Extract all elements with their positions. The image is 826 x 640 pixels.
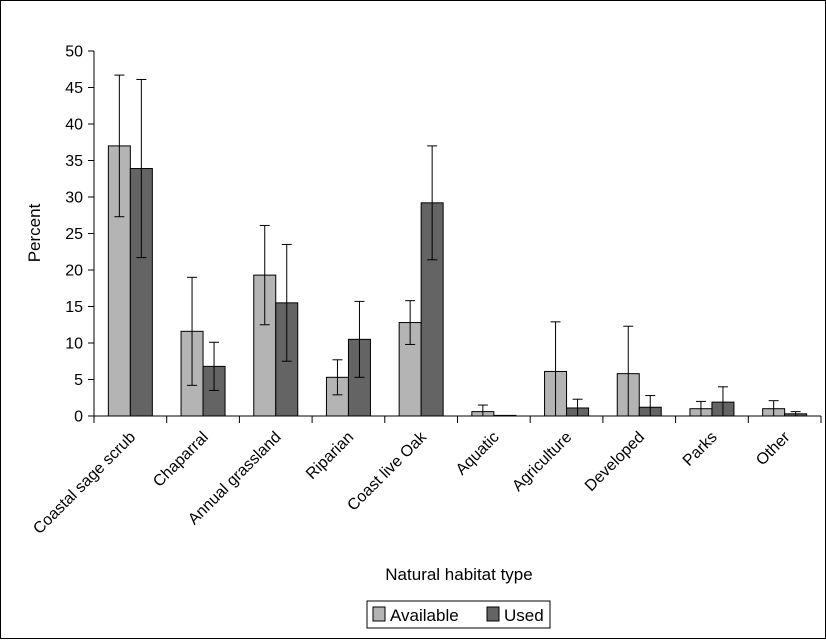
y-axis-title: Percent (25, 203, 44, 262)
x-tick-label: Chaparral (150, 429, 212, 491)
legend-label-used: Used (504, 606, 544, 625)
legend: Available Used (366, 600, 551, 629)
x-tick-label: Other (753, 428, 794, 469)
error-bar (354, 300, 365, 378)
error-bar (187, 276, 198, 386)
error-bars (114, 74, 801, 417)
error-bar (332, 359, 343, 396)
y-tick-label: 25 (65, 226, 83, 243)
y-tick-label: 45 (65, 80, 83, 97)
y-tick-label: 10 (65, 336, 83, 353)
error-bar (136, 78, 147, 259)
legend-swatch-used (486, 606, 500, 622)
legend-swatch-available (372, 606, 386, 622)
x-tick-label: Developed (582, 429, 648, 495)
y-tick-label: 15 (65, 299, 83, 316)
x-tick-label: Parks (680, 429, 721, 470)
x-tick-label: Aquatic (453, 429, 503, 479)
x-tick-label: Agriculture (509, 429, 575, 495)
x-tick-label: Riparian (303, 429, 357, 483)
error-bar (114, 74, 125, 218)
legend-label-available: Available (390, 606, 459, 625)
legend-box (366, 600, 551, 629)
y-tick-label: 20 (65, 263, 83, 280)
y-tick-label: 5 (74, 372, 83, 389)
error-bar (281, 243, 292, 362)
error-bar (427, 145, 438, 261)
x-tick-label: Coast live Oak (344, 428, 430, 514)
y-tick-label: 0 (74, 409, 83, 426)
error-bar (405, 300, 416, 345)
y-axis: 0 5 10 15 20 25 30 35 40 45 50 (65, 44, 95, 426)
x-axis-title: Natural habitat type (385, 565, 532, 584)
y-tick-label: 35 (65, 153, 83, 170)
error-bar (259, 224, 270, 326)
x-tick-label: Coastal sage scrub (30, 429, 139, 538)
y-tick-label: 40 (65, 117, 83, 134)
bars (107, 145, 808, 417)
y-tick-label: 30 (65, 190, 83, 207)
error-bar (209, 341, 220, 391)
y-tick-label: 50 (65, 44, 83, 61)
